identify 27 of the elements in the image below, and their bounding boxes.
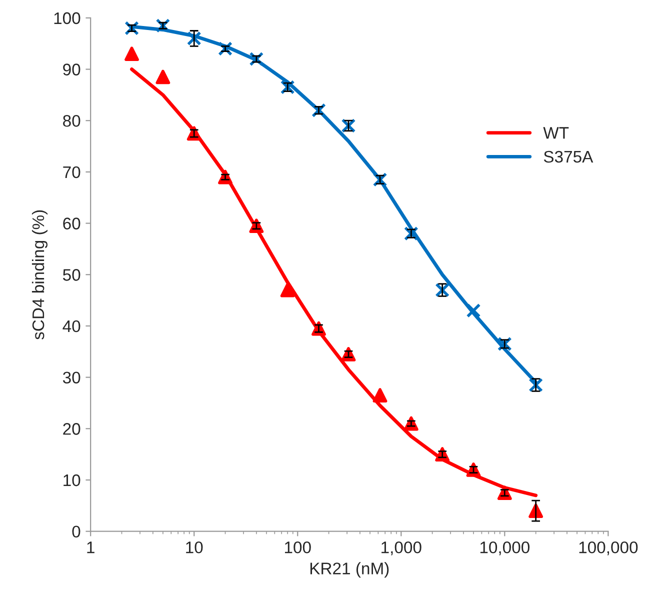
y-tick-label: 40: [62, 320, 80, 332]
x-tick-label: 10: [186, 541, 203, 554]
point: [280, 282, 295, 298]
y-tick-label: 80: [63, 114, 80, 127]
y-tick-label: 30: [62, 372, 80, 384]
x-tick-label: 1: [87, 542, 94, 554]
point: [156, 70, 170, 84]
y-tick-label: 60: [63, 218, 80, 230]
y-tick-label: 0: [72, 526, 80, 538]
x-tick-label: 100,000: [579, 541, 638, 556]
y-tick-label: 10: [64, 474, 80, 486]
legend-label: WT: [543, 127, 569, 139]
y-axis-title: sCD4 binding (%): [32, 210, 48, 340]
point: [372, 388, 388, 402]
point: [466, 303, 481, 318]
point: [124, 46, 139, 62]
y-tick-label: 100: [54, 12, 80, 24]
y-tick-label: 50: [62, 269, 80, 281]
x-tick-label: 100: [284, 541, 311, 554]
y-tick-label: 90: [63, 64, 80, 76]
legend-label: S375A: [544, 150, 594, 163]
point: [341, 118, 356, 133]
x-axis-title: KR21 (nM): [310, 562, 389, 578]
y-tick-label: 70: [63, 166, 80, 178]
x-tick-label: 1,000: [382, 541, 422, 556]
x-tick-label: 10,000: [480, 541, 530, 556]
y-tick-label: 20: [63, 423, 80, 435]
